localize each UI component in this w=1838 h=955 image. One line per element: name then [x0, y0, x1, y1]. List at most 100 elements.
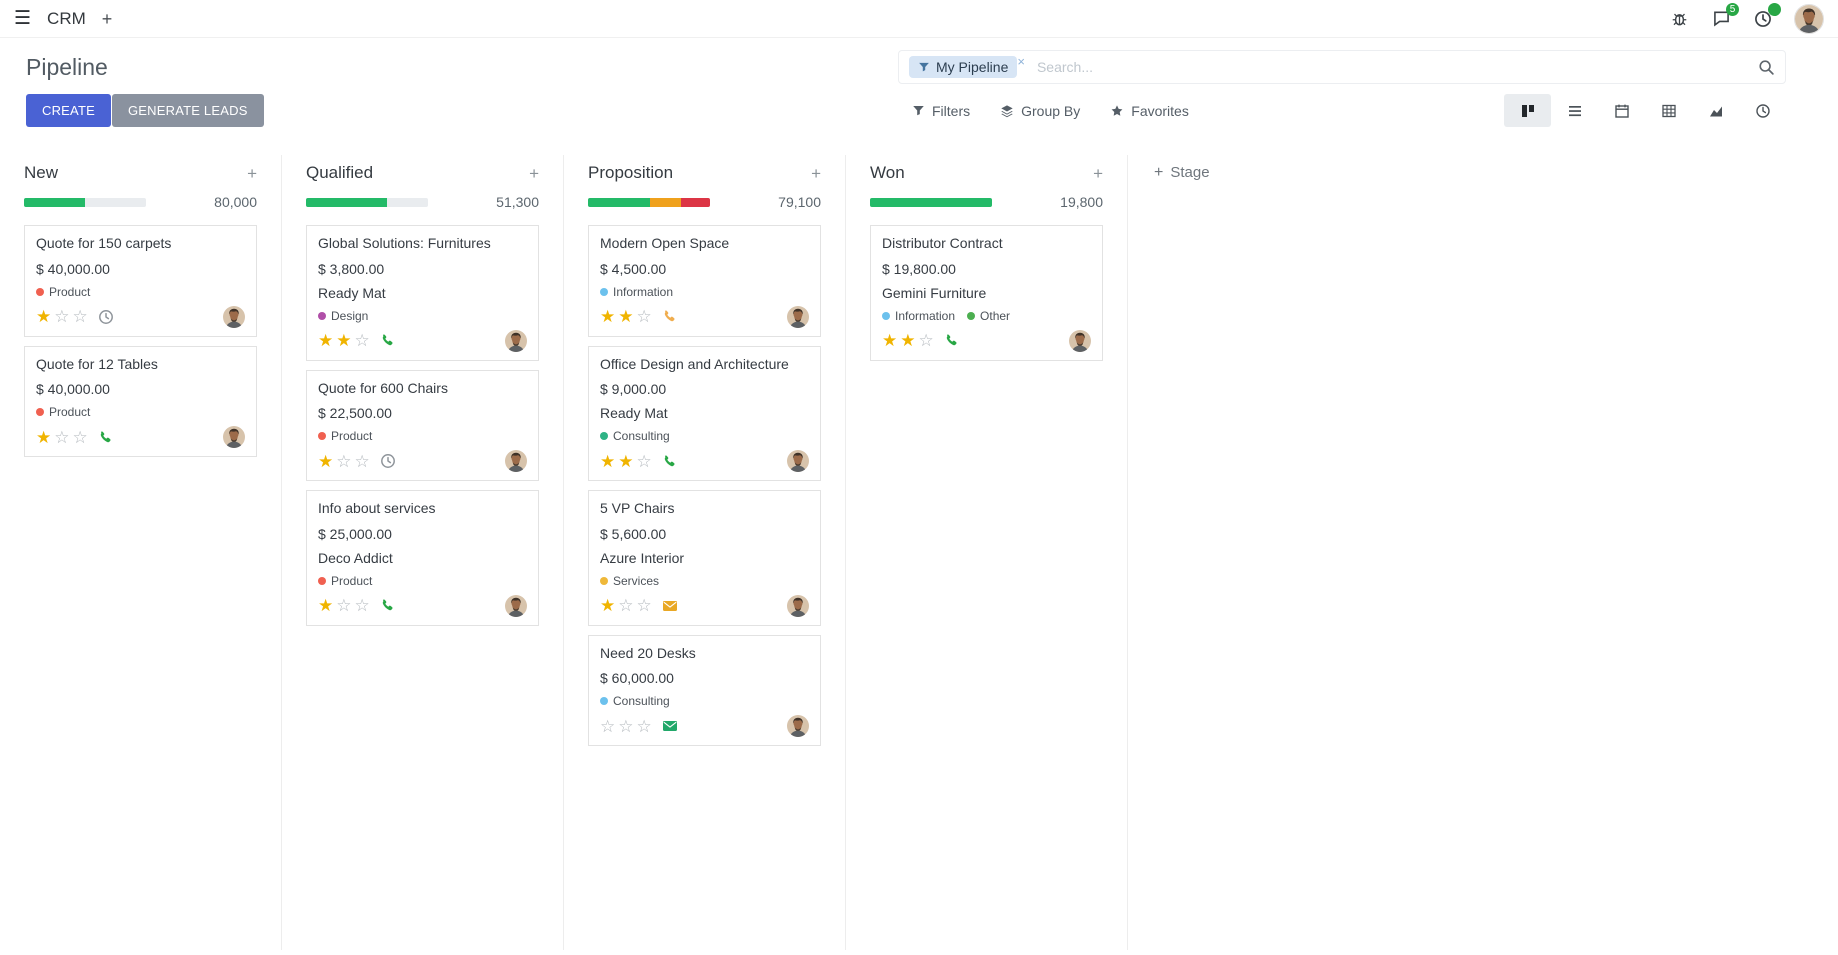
card-amount: $ 4,500.00 — [600, 260, 667, 277]
progress-segment[interactable] — [24, 197, 85, 207]
kanban-card[interactable]: Office Design and Architecture $ 9,000.00… — [588, 345, 821, 481]
column-progress: 79,100 — [588, 194, 821, 210]
activity-phone-icon[interactable] — [662, 309, 677, 324]
priority-star[interactable]: ☆ — [354, 596, 370, 615]
priority-star[interactable]: ☆ — [354, 331, 370, 350]
kanban-card[interactable]: Quote for 600 Chairs $ 22,500.00 Product ★ ☆… — [306, 369, 539, 481]
priority-star[interactable]: ★ — [318, 451, 334, 471]
priority-star[interactable]: ☆ — [636, 596, 652, 615]
switch-view-activity[interactable] — [1739, 94, 1786, 127]
quick-create-button[interactable]: + — [811, 163, 821, 183]
progress-segment[interactable] — [870, 197, 992, 207]
priority-star[interactable]: ☆ — [618, 716, 634, 736]
kanban-card[interactable]: Quote for 150 carpets $ 40,000.00 Product ★… — [24, 225, 257, 337]
priority-star[interactable]: ☆ — [618, 596, 634, 615]
kanban-card[interactable]: Modern Open Space $ 4,500.00 Information ★ ★… — [588, 225, 821, 337]
priority-star[interactable]: ☆ — [54, 307, 70, 326]
app-name[interactable]: CRM — [47, 8, 86, 28]
add-stage-button[interactable]: + Stage — [1128, 155, 1210, 181]
priority-star[interactable]: ★ — [618, 451, 634, 471]
search-icon[interactable] — [1758, 59, 1775, 76]
kanban-card[interactable]: Info about services $ 25,000.00 Deco Addic… — [306, 490, 539, 626]
switch-view-calendar[interactable] — [1598, 94, 1645, 127]
tag-label: Other — [980, 308, 1011, 323]
create-button[interactable]: CREATE — [26, 94, 111, 127]
priority-star[interactable]: ★ — [900, 331, 916, 350]
activity-envelope-icon[interactable] — [662, 718, 678, 734]
kanban-card[interactable]: Distributor Contract $ 19,800.00 Gemini Fu… — [870, 225, 1103, 361]
priority-star[interactable]: ★ — [600, 596, 616, 615]
kanban-card[interactable]: Global Solutions: Furnitures $ 3,800.00 Re… — [306, 225, 539, 361]
activity-phone-icon[interactable] — [98, 430, 113, 445]
column-progress: 51,300 — [306, 194, 539, 210]
priority-star[interactable]: ☆ — [336, 596, 352, 615]
quick-create-button[interactable]: + — [1093, 163, 1103, 183]
activity-envelope-icon[interactable] — [662, 598, 678, 614]
priority-star[interactable]: ☆ — [354, 451, 370, 471]
user-avatar[interactable] — [1794, 3, 1824, 34]
priority-star[interactable]: ☆ — [636, 307, 652, 326]
activity-phone-icon[interactable] — [944, 333, 959, 348]
activity-phone-icon[interactable] — [380, 598, 395, 613]
priority-star[interactable]: ☆ — [600, 716, 616, 736]
search-facet[interactable]: My Pipeline — [909, 56, 1018, 78]
progress-segment[interactable] — [306, 197, 387, 207]
apps-menu-icon[interactable]: ☰ — [14, 8, 32, 29]
activity-phone-icon[interactable] — [380, 333, 395, 348]
group-by-menu[interactable]: Group By — [1000, 103, 1080, 119]
priority-star[interactable]: ★ — [882, 331, 898, 350]
switch-view-pivot[interactable] — [1645, 94, 1692, 127]
priority-star[interactable]: ☆ — [72, 427, 88, 447]
priority-star[interactable]: ☆ — [54, 427, 70, 447]
activities-icon[interactable] — [1752, 2, 1781, 30]
priority-star[interactable]: ☆ — [72, 307, 88, 326]
priority-star[interactable]: ☆ — [336, 451, 352, 471]
priority-star[interactable]: ★ — [318, 596, 334, 615]
progress-segment[interactable] — [680, 197, 710, 207]
progress-bar[interactable] — [306, 197, 428, 207]
activity-clock-icon[interactable] — [98, 309, 114, 325]
priority-star[interactable]: ☆ — [636, 451, 652, 471]
messages-icon[interactable]: 5 — [1710, 2, 1739, 30]
plus-icon[interactable]: + — [101, 8, 113, 29]
search-bar[interactable]: My Pipeline × — [898, 50, 1786, 84]
priority-star[interactable]: ☆ — [918, 331, 934, 350]
card-avatar — [505, 594, 527, 617]
quick-create-button[interactable]: + — [529, 163, 539, 183]
priority-star[interactable]: ★ — [318, 331, 334, 350]
card-title: Distributor Contract — [882, 235, 1003, 251]
progress-bar[interactable] — [870, 197, 992, 207]
quick-create-button[interactable]: + — [247, 163, 257, 183]
favorites-menu[interactable]: Favorites — [1110, 103, 1189, 119]
switch-view-list[interactable] — [1551, 94, 1598, 127]
control-panel-buttons: CREATE GENERATE LEADS Filters Group By F… — [0, 88, 1838, 139]
kanban-card[interactable]: Need 20 Desks $ 60,000.00 Consulting ☆ ☆ ☆ — [588, 634, 821, 746]
facet-remove-icon[interactable]: × — [1017, 53, 1025, 69]
filters-menu[interactable]: Filters — [912, 103, 970, 119]
bug-icon[interactable] — [1668, 8, 1690, 30]
card-tags: Consulting — [600, 429, 809, 443]
progress-bar[interactable] — [588, 197, 710, 207]
kanban-card[interactable]: 5 VP Chairs $ 5,600.00 Azure Interior Servi… — [588, 490, 821, 626]
switch-view-graph[interactable] — [1692, 94, 1739, 127]
search-input[interactable] — [1034, 58, 1758, 76]
progress-segment[interactable] — [650, 197, 681, 207]
priority-star[interactable]: ★ — [618, 307, 634, 326]
generate-leads-button[interactable]: GENERATE LEADS — [111, 94, 264, 127]
kanban-card[interactable]: Quote for 12 Tables $ 40,000.00 Product ★ ☆ ☆ — [24, 345, 257, 457]
priority-stars: ★ ☆ ☆ — [36, 308, 88, 325]
priority-star[interactable]: ☆ — [636, 716, 652, 736]
priority-star[interactable]: ★ — [600, 307, 616, 326]
switch-view-kanban[interactable] — [1504, 94, 1551, 127]
card-title: Need 20 Desks — [600, 644, 696, 661]
activity-clock-icon[interactable] — [380, 453, 396, 469]
progress-bar[interactable] — [24, 197, 146, 207]
priority-star[interactable]: ★ — [336, 331, 352, 350]
card-avatar — [787, 305, 809, 328]
activity-phone-icon[interactable] — [662, 454, 677, 469]
progress-segment[interactable] — [588, 197, 651, 207]
card-tags: Product — [318, 429, 527, 443]
priority-star[interactable]: ★ — [600, 451, 616, 471]
priority-star[interactable]: ★ — [36, 427, 52, 447]
priority-star[interactable]: ★ — [36, 307, 52, 326]
